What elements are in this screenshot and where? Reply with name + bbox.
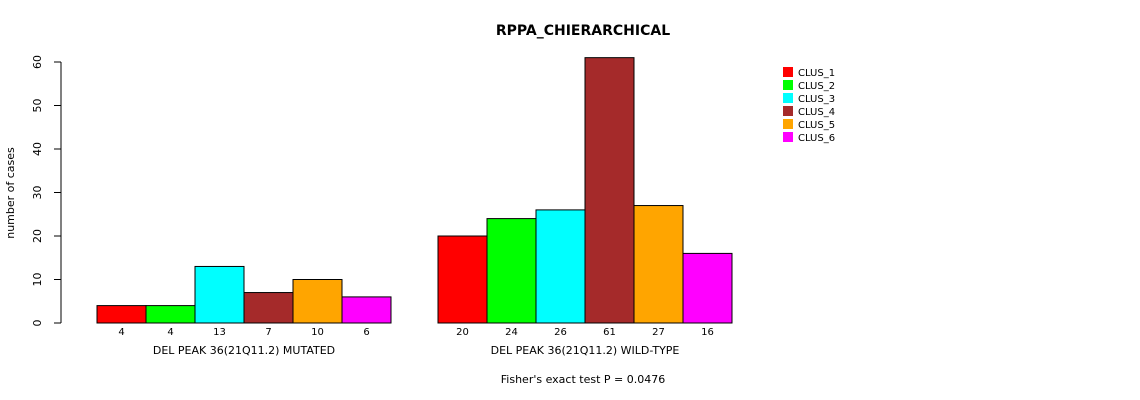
bar-clus-2	[145, 305, 196, 324]
legend-swatch	[783, 106, 793, 116]
bar-count-label: 4	[118, 327, 124, 338]
y-axis: 0 10 20 30 40 50 60	[31, 55, 62, 327]
chart-title: RPPA_CHIERARCHICAL	[496, 23, 670, 39]
fisher-test-footnote: Fisher's exact test P = 0.0476	[501, 373, 665, 386]
legend-label: CLUS_3	[798, 94, 835, 105]
y-axis-label: number of cases	[4, 147, 17, 239]
legend-swatch	[783, 132, 793, 142]
bar-count-label: 13	[213, 327, 226, 338]
legend-label: CLUS_1	[798, 68, 835, 79]
y-tick-label: 0	[31, 320, 44, 327]
bar-clus-1	[437, 235, 488, 324]
bar-clus-4	[584, 57, 635, 324]
bar-clus-6	[341, 296, 392, 324]
bar-count-label: 6	[363, 327, 369, 338]
legend-swatch	[783, 67, 793, 77]
y-tick-label: 60	[31, 55, 44, 69]
bar-count-label: 24	[505, 327, 518, 338]
bar-count-label: 10	[311, 327, 324, 338]
bar-clus-4	[243, 292, 294, 324]
legend-swatch	[783, 93, 793, 103]
bar-count-label: 61	[603, 327, 616, 338]
bars: 4 4 13 7 10 6 DEL PEAK 36(21Q11.2) MUTATED 20 24…	[96, 57, 733, 357]
bar-clus-5	[292, 279, 343, 324]
y-tick-label: 20	[31, 229, 44, 243]
bar-count-label: 4	[167, 327, 173, 338]
bar-clus-1	[96, 305, 147, 324]
bar-count-label: 26	[554, 327, 567, 338]
bar-count-label: 27	[652, 327, 665, 338]
group-label: DEL PEAK 36(21Q11.2) WILD-TYPE	[491, 344, 680, 357]
bar-clus-3	[535, 209, 586, 324]
bar-count-label: 20	[456, 327, 469, 338]
group-label: DEL PEAK 36(21Q11.2) MUTATED	[153, 344, 335, 357]
bar-clus-5	[633, 205, 684, 324]
y-tick-label: 10	[31, 273, 44, 287]
bar-count-label: 16	[701, 327, 714, 338]
bar-clus-6	[682, 252, 733, 324]
y-tick-label: 30	[31, 186, 44, 200]
y-tick-label: 50	[31, 99, 44, 113]
legend: CLUS_1 CLUS_2 CLUS_3 CLUS_4 CLUS_5 CLUS_6	[783, 67, 835, 144]
bar-clus-3	[194, 265, 245, 324]
legend-label: CLUS_2	[798, 81, 835, 92]
legend-swatch	[783, 80, 793, 90]
bar-clus-2	[486, 218, 537, 324]
y-tick-label: 40	[31, 142, 44, 156]
legend-label: CLUS_5	[798, 120, 835, 131]
bar-count-label: 7	[265, 327, 271, 338]
legend-label: CLUS_6	[798, 133, 835, 144]
legend-label: CLUS_4	[798, 107, 835, 118]
legend-swatch	[783, 119, 793, 129]
